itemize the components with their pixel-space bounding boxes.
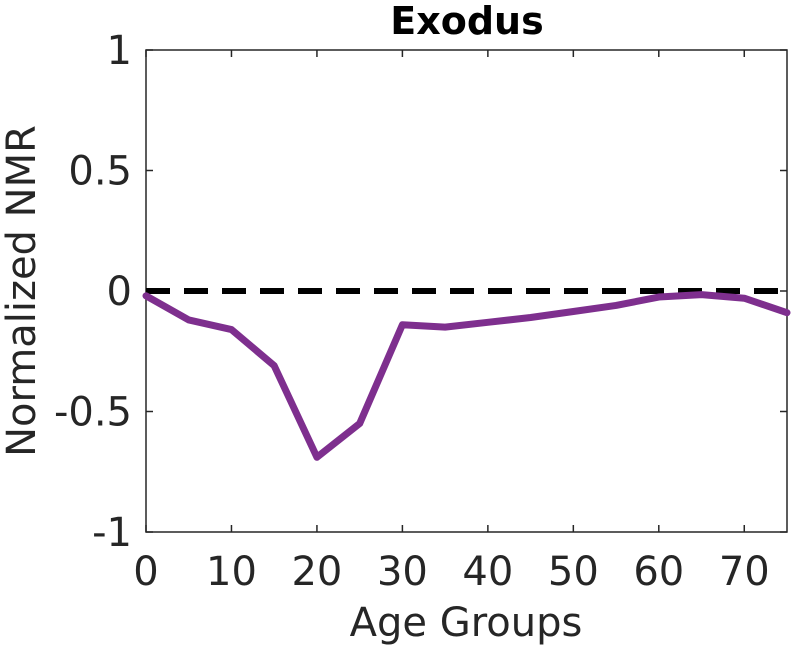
y-tick-label: 0.5 [68,149,132,195]
x-tick-label: 10 [206,549,257,595]
x-tick-label: 70 [719,549,770,595]
x-tick-label: 30 [377,549,428,595]
chart-title: Exodus [390,0,543,43]
y-tick-label: 0 [107,269,132,315]
x-tick-label: 40 [462,549,513,595]
x-tick-label: 0 [133,549,158,595]
x-tick-label: 50 [548,549,599,595]
y-axis-label: Normalized NMR [0,125,45,457]
series-line [142,291,791,461]
x-tick-label: 20 [291,549,342,595]
y-tick-label: -1 [92,510,132,556]
y-tick-label: 1 [107,28,132,74]
x-axis-label: Age Groups [350,600,583,646]
tick-labels: 0 10 20 30 40 50 60 70 -1 -0.5 0 0.5 1 [54,28,770,595]
y-tick-label: -0.5 [54,390,132,436]
x-tick-label: 60 [633,549,684,595]
